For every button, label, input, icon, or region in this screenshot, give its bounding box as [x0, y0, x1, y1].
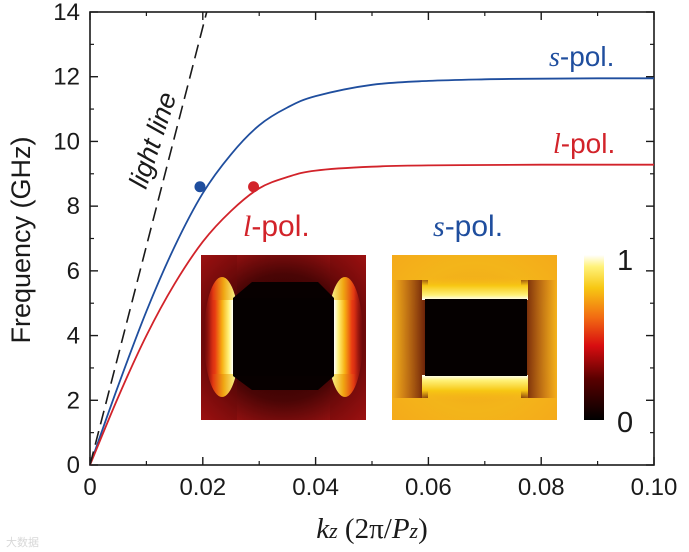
annotation-s-pol: s-pol.: [549, 41, 614, 73]
y-tick-label: 2: [67, 387, 80, 414]
y-tick-label: 4: [67, 323, 80, 350]
series-line-l-pol: [89, 163, 654, 466]
inset-label-s-pol: s-pol.: [433, 210, 503, 243]
colorbar-max-label: 1: [617, 245, 633, 277]
marker-l-pol: [248, 181, 260, 193]
inset-l-pol: [201, 255, 366, 420]
y-tick-label: 14: [53, 0, 80, 26]
series-line-light-line: [89, 11, 208, 466]
x-tick-label: 0.10: [631, 474, 678, 501]
plot-frame: [89, 11, 655, 466]
y-tick-label: 10: [53, 128, 80, 155]
x-tick-label: 0.02: [179, 474, 226, 501]
inset-s-pol: [392, 255, 557, 420]
annotation-l-pol: l-pol.: [553, 128, 615, 160]
inset-label-l-pol: l-pol.: [243, 210, 310, 243]
x-tick-label: 0: [83, 474, 96, 501]
x-axis-title: kz (2π/Pz): [316, 513, 428, 545]
marker-layer: [194, 181, 260, 193]
axis-ticks: [89, 11, 655, 466]
x-tick-label: 0.08: [518, 474, 565, 501]
x-tick-label: 0.06: [405, 474, 452, 501]
series-line-s-pol: [89, 77, 654, 466]
x-tick-label: 0.04: [292, 474, 339, 501]
colorbar-min-label: 0: [617, 407, 633, 439]
annotation-light-line: light line: [123, 88, 182, 191]
y-axis-title: Frequency (GHz): [6, 136, 36, 343]
y-tick-label: 8: [67, 193, 80, 220]
series-layer: [89, 11, 654, 466]
y-tick-label: 6: [67, 258, 80, 285]
colorbar: [584, 255, 604, 420]
watermark: 大数据: [6, 535, 39, 549]
y-tick-label: 12: [53, 64, 80, 91]
marker-s-pol: [194, 181, 206, 193]
y-tick-label: 0: [67, 452, 80, 479]
